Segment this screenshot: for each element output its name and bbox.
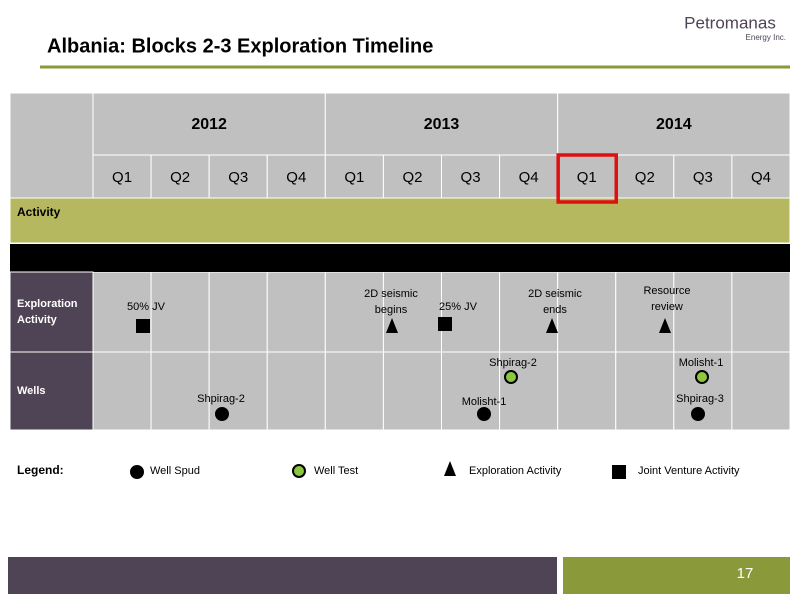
well-test-marker xyxy=(504,370,518,384)
quarter-label: Q4 xyxy=(286,169,306,186)
grid-cell xyxy=(324,271,384,353)
separator-row xyxy=(10,244,790,272)
quarter-label: Q3 xyxy=(228,169,248,186)
quarter-label: Q1 xyxy=(577,169,597,186)
well-label: Shpirag-3 xyxy=(676,393,724,405)
legend-label: Well Spud xyxy=(150,465,200,477)
exploration-marker xyxy=(546,318,558,333)
well-label: Molisht-1 xyxy=(679,357,724,369)
header-corner xyxy=(9,92,94,199)
row-label: Exploration xyxy=(17,298,78,310)
legend-label: Well Test xyxy=(314,465,358,477)
activity-row xyxy=(9,197,791,244)
legend-label: Exploration Activity xyxy=(469,465,562,477)
quarter-cell xyxy=(731,154,791,199)
event-label: 2D seismic xyxy=(528,288,582,300)
well-spud-marker xyxy=(215,407,229,421)
event-label: Resource xyxy=(643,285,690,297)
quarter-cell xyxy=(266,154,326,199)
row-label: Activity xyxy=(17,314,58,326)
grid-cell xyxy=(382,351,442,431)
well-label: Shpirag-2 xyxy=(197,393,245,405)
year-cell xyxy=(324,92,559,156)
quarter-cell xyxy=(382,154,442,199)
grid-cell xyxy=(499,351,559,431)
grid-cell xyxy=(557,351,617,431)
quarter-label: Q2 xyxy=(635,169,655,186)
year-label: 2012 xyxy=(191,116,227,133)
grid-cell xyxy=(208,271,268,353)
row-header xyxy=(9,351,94,431)
well-spud-marker xyxy=(691,407,705,421)
footer-bar-accent xyxy=(563,557,790,594)
grid-cell xyxy=(150,351,210,431)
quarter-label: Q2 xyxy=(170,169,190,186)
event-label: begins xyxy=(375,304,408,316)
exploration-marker xyxy=(386,318,398,333)
exploration-marker xyxy=(659,318,671,333)
quarter-label: Q1 xyxy=(344,169,364,186)
event-label: review xyxy=(651,301,683,313)
well-spud-marker xyxy=(477,407,491,421)
jv-marker xyxy=(136,319,150,333)
logo-name: Petromanas xyxy=(684,13,776,32)
activity-label: Activity xyxy=(17,205,61,219)
well-test-marker xyxy=(695,370,709,384)
grid-cell xyxy=(731,271,791,353)
row-label: Wells xyxy=(17,385,46,397)
legend-title: Legend: xyxy=(17,463,64,477)
legend-marker xyxy=(292,464,306,478)
legend-marker xyxy=(612,465,626,479)
grid-cell xyxy=(92,351,152,431)
legend-marker xyxy=(444,461,456,476)
quarter-cell xyxy=(499,154,559,199)
quarter-label: Q1 xyxy=(112,169,132,186)
grid-cell xyxy=(266,351,326,431)
event-label: 50% JV xyxy=(127,301,166,313)
current-quarter-highlight xyxy=(556,153,619,204)
quarter-cell xyxy=(441,154,501,199)
year-label: 2014 xyxy=(656,116,692,133)
grid-cell xyxy=(615,351,675,431)
grid-cell xyxy=(499,271,559,353)
grid-cell xyxy=(382,271,442,353)
quarter-label: Q4 xyxy=(519,169,539,186)
grid-cell xyxy=(731,351,791,431)
legend-label: Joint Venture Activity xyxy=(638,465,740,477)
legend-marker xyxy=(130,465,144,479)
logo-sub: Energy Inc. xyxy=(746,33,786,42)
quarter-cell xyxy=(324,154,384,199)
quarter-label: Q4 xyxy=(751,169,771,186)
title: Albania: Blocks 2-3 Exploration Timeline xyxy=(47,35,433,57)
row-header xyxy=(9,271,94,353)
well-label: Shpirag-2 xyxy=(489,357,537,369)
quarter-label: Q3 xyxy=(693,169,713,186)
quarter-cell xyxy=(150,154,210,199)
event-label: 25% JV xyxy=(439,301,478,313)
grid-cell xyxy=(673,271,733,353)
event-label: ends xyxy=(543,304,567,316)
jv-marker xyxy=(438,317,452,331)
quarter-label: Q3 xyxy=(461,169,481,186)
grid-cell xyxy=(266,271,326,353)
footer-bar xyxy=(8,557,557,594)
well-label: Molisht-1 xyxy=(462,396,507,408)
event-label: 2D seismic xyxy=(364,288,418,300)
quarter-label: Q2 xyxy=(402,169,422,186)
grid-cell xyxy=(324,351,384,431)
page-number: 17 xyxy=(737,565,754,582)
year-label: 2013 xyxy=(424,116,460,133)
